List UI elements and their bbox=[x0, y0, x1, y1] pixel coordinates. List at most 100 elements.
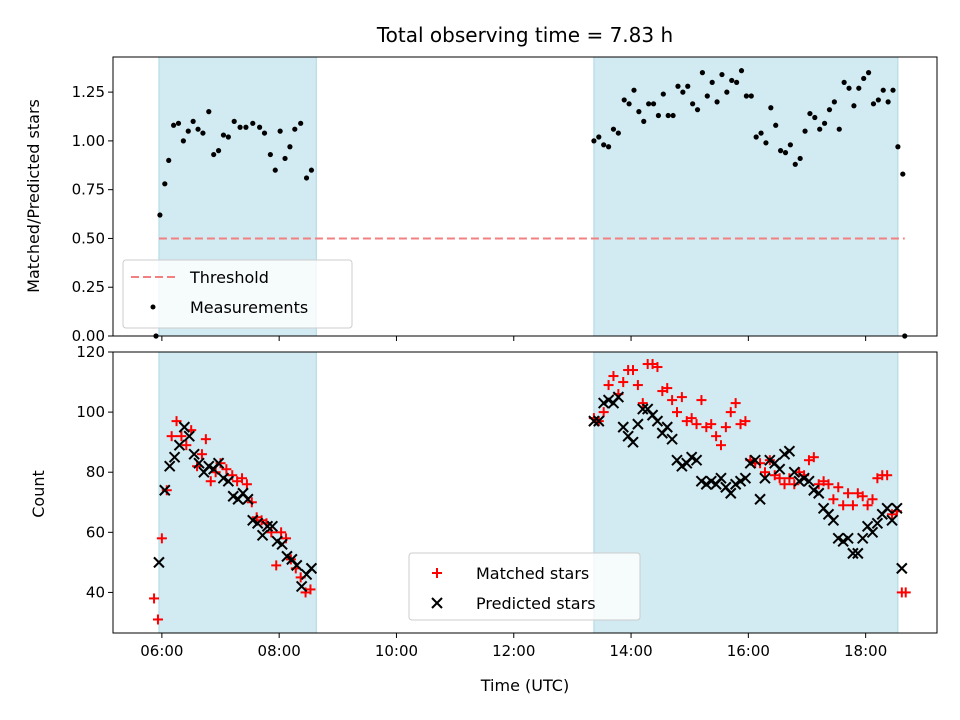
measurement-point bbox=[748, 93, 754, 99]
matched-star-point bbox=[237, 473, 248, 484]
measurement-point bbox=[631, 87, 637, 93]
predicted-star-point bbox=[153, 556, 165, 569]
predicted-legend-swatch bbox=[431, 597, 443, 609]
measurement-point bbox=[817, 126, 823, 132]
measurements-legend-swatch bbox=[150, 304, 156, 310]
matched-star-point bbox=[779, 479, 790, 490]
measurement-point bbox=[704, 93, 710, 99]
predicted-star-point bbox=[886, 514, 898, 527]
measurement-point bbox=[231, 118, 237, 124]
shaded-interval-1 bbox=[158, 351, 317, 634]
measurement-point bbox=[298, 120, 304, 126]
measurement-point bbox=[831, 99, 837, 105]
measurement-point bbox=[773, 122, 779, 128]
measurement-point bbox=[655, 112, 662, 119]
count-y-axis-label: Count bbox=[29, 470, 48, 518]
measurement-point bbox=[287, 144, 293, 150]
count-x-tick-label: 16:00 bbox=[727, 642, 770, 660]
measurement-point bbox=[220, 132, 227, 138]
count-x-ticks: 06:00 08:00 10:00 12:00 14:00 16:00 18:00 bbox=[140, 633, 887, 660]
measurement-point bbox=[206, 109, 212, 115]
matched-star-point bbox=[730, 398, 741, 409]
measurement-point bbox=[650, 101, 657, 107]
ratio-axes-frame bbox=[112, 56, 938, 337]
count-y-tick-label: 60 bbox=[86, 523, 105, 541]
measurement-point bbox=[870, 101, 877, 107]
count-x-axis-label: Time (UTC) bbox=[480, 676, 569, 695]
measurement-point bbox=[615, 130, 621, 136]
matched-star-point bbox=[862, 500, 873, 511]
matched-star-point bbox=[156, 533, 167, 544]
measurement-point bbox=[243, 124, 249, 130]
matched-star-point bbox=[241, 479, 252, 490]
matched-star-point bbox=[149, 593, 160, 604]
measurement-point bbox=[763, 140, 769, 146]
measurement-point bbox=[836, 126, 842, 132]
count-x-tick-label: 10:00 bbox=[375, 642, 418, 660]
measurement-point bbox=[596, 134, 602, 140]
matched-star-point bbox=[152, 614, 163, 625]
matched-star-point bbox=[740, 416, 751, 427]
measurement-point bbox=[277, 128, 283, 134]
measurement-point bbox=[724, 89, 730, 95]
ratio-y-axis-label: Matched/Predicted stars bbox=[24, 99, 43, 293]
predicted-star-point bbox=[159, 484, 171, 496]
matched-star-point bbox=[603, 380, 614, 391]
predicted-star-point bbox=[813, 487, 825, 499]
measurement-point bbox=[719, 71, 725, 78]
predicted-star-point bbox=[276, 538, 288, 551]
measurement-point bbox=[690, 101, 696, 107]
measurement-point bbox=[211, 151, 217, 158]
measurement-point bbox=[621, 97, 627, 103]
matched-star-point bbox=[833, 482, 844, 493]
threshold-legend-label: Threshold bbox=[189, 268, 269, 287]
measurement-point bbox=[680, 89, 686, 95]
measurement-point bbox=[303, 175, 310, 181]
ratio-legend-box bbox=[122, 259, 353, 329]
measurement-point bbox=[851, 103, 857, 109]
measurement-point bbox=[292, 126, 298, 132]
measurement-point bbox=[261, 130, 268, 136]
predicted-legend-label: Predicted stars bbox=[476, 594, 596, 613]
matched-star-point bbox=[720, 422, 731, 433]
matched-star-point bbox=[181, 440, 192, 451]
matched-star-point bbox=[662, 383, 673, 394]
matched-star-point bbox=[691, 419, 702, 430]
matched-star-point bbox=[276, 527, 287, 538]
matched-star-point bbox=[843, 488, 854, 499]
predicted-star-point bbox=[866, 526, 879, 539]
matched-star-point bbox=[774, 473, 785, 484]
measurement-point bbox=[626, 101, 632, 107]
predicted-star-point bbox=[291, 559, 303, 572]
predicted-star-point bbox=[773, 463, 786, 475]
predicted-star-point bbox=[183, 430, 195, 442]
matched-star-point bbox=[632, 380, 643, 391]
matched-star-point bbox=[784, 473, 795, 484]
matched-star-point bbox=[271, 560, 282, 571]
shaded-interval-2 bbox=[593, 56, 899, 337]
count-y-tick-label: 120 bbox=[76, 343, 105, 361]
matched-star-point bbox=[200, 434, 211, 445]
measurement-point bbox=[758, 130, 764, 136]
measurement-point bbox=[215, 148, 222, 154]
measurement-point bbox=[782, 150, 789, 156]
predicted-star-point bbox=[783, 445, 796, 457]
measurement-point bbox=[610, 126, 617, 132]
measurement-point bbox=[890, 87, 896, 93]
measurement-point bbox=[641, 118, 647, 124]
ratio-shading bbox=[158, 56, 899, 337]
count-y-tick-label: 100 bbox=[76, 403, 105, 421]
matched-star-point bbox=[828, 494, 839, 505]
measurement-point bbox=[180, 138, 186, 144]
measurement-point bbox=[175, 120, 182, 126]
measurement-point bbox=[792, 161, 798, 167]
measurement-point bbox=[875, 97, 881, 103]
measurement-point bbox=[778, 148, 784, 154]
predicted-star-point bbox=[803, 475, 815, 487]
measurement-point bbox=[743, 93, 749, 99]
measurement-point bbox=[802, 128, 808, 134]
count-x-tick-label: 08:00 bbox=[258, 642, 301, 660]
matched-star-point bbox=[711, 431, 722, 442]
matched-star-point bbox=[696, 395, 707, 406]
predicted-star-point bbox=[261, 520, 274, 533]
